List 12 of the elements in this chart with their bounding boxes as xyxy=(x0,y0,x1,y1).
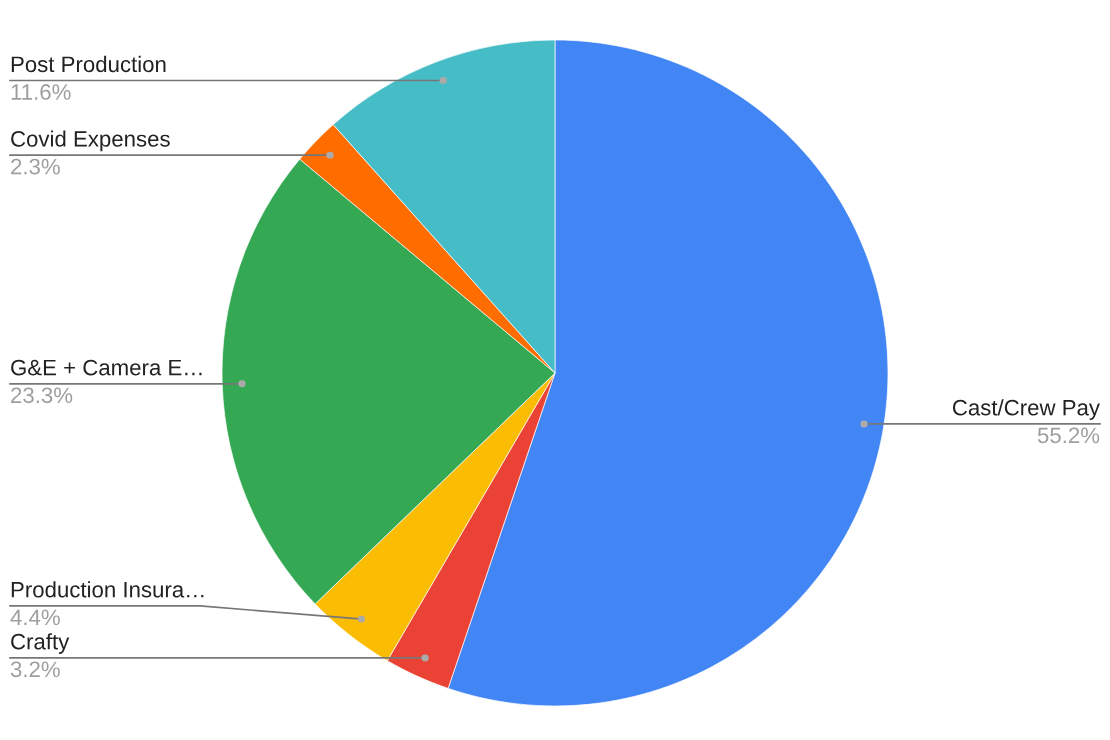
data-label: 55.2% xyxy=(1037,427,1100,444)
data-label: 4.4% xyxy=(10,609,60,626)
slice-label: Crafty xyxy=(11,633,70,654)
slice-label: G&E + Camera E… xyxy=(11,359,202,376)
data-label: 3.2% xyxy=(10,661,60,678)
slice-label: Covid Expenses xyxy=(11,130,170,152)
slice-label: Cast/Crew Pay xyxy=(952,399,1100,420)
slice-label: Post Production xyxy=(11,55,166,73)
data-label: 2.3% xyxy=(11,158,60,175)
slice-label: Production Insura… xyxy=(11,581,204,598)
data-label: 11.6% xyxy=(11,84,71,100)
data-label: 23.3% xyxy=(11,387,73,404)
